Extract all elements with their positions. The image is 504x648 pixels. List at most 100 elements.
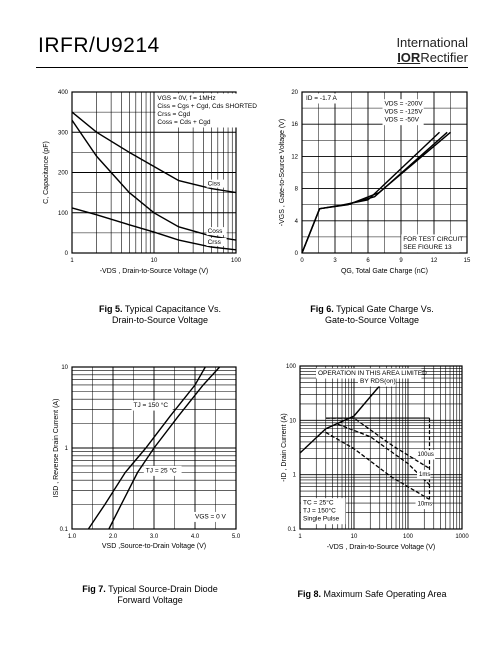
fig8-frame bbox=[299, 365, 463, 530]
fig5-series-label: Coss bbox=[208, 228, 224, 235]
fig6-xtick-label: 9 bbox=[399, 258, 403, 264]
fig6-series-label-bg bbox=[382, 99, 424, 126]
fig5-condition-bg bbox=[155, 93, 265, 128]
caption-fig5: Fig 5. Typical Capacitance Vs. Drain-to-… bbox=[60, 304, 260, 326]
fig8-condition-bg bbox=[301, 498, 346, 525]
fig8-ylabel: -ID , Drain Current (A) bbox=[281, 413, 288, 481]
fig5-condition: Crss = Cgd bbox=[157, 111, 190, 118]
fig5-series-label-bg bbox=[206, 237, 227, 246]
fig5-xtick-label: 1 bbox=[70, 258, 74, 264]
fig6-ytick-label: 0 bbox=[295, 251, 299, 257]
fig7-grid bbox=[72, 367, 236, 529]
fig5-condition: VGS = 0V, f = 1MHz bbox=[157, 95, 215, 102]
caption-fig7-text1: Typical Source-Drain Diode bbox=[108, 584, 218, 594]
caption-fig5-num: Fig 5. bbox=[99, 304, 123, 314]
caption-fig6-text1: Typical Gate Charge Vs. bbox=[336, 304, 434, 314]
fig6-series-label: VDS = -125V bbox=[385, 109, 424, 116]
fig7-ylabel: ISD , Reverse Drain Current (A) bbox=[53, 399, 60, 498]
fig6-series-label: VDS = -50V bbox=[385, 117, 420, 124]
caption-fig6-text2: Gate-to-Source Voltage bbox=[324, 315, 420, 325]
fig8-ytick-label: 100 bbox=[286, 364, 297, 370]
fig6-ytick-label: 4 bbox=[295, 219, 299, 225]
fig8-limit-label: OPERATION IN THIS AREA LIMITED bbox=[318, 370, 427, 377]
fig8-condition: TC = 25°C bbox=[303, 499, 334, 507]
fig7-series-label: TJ = 150 °C bbox=[134, 401, 169, 409]
brand-name: Rectifier bbox=[420, 50, 468, 65]
fig5-series-label-bg bbox=[206, 227, 227, 236]
brand-line2: IORRectifier bbox=[397, 50, 468, 65]
fig6-ytick-label: 12 bbox=[291, 154, 298, 160]
fig7-series-label: TJ = 25 °C bbox=[146, 466, 177, 474]
fig8-ytick-label: 10 bbox=[289, 418, 296, 424]
caption-fig8-text1: Maximum Safe Operating Area bbox=[323, 589, 447, 599]
fig5-series-line bbox=[71, 207, 237, 251]
fig5-ytick-label: 400 bbox=[58, 90, 69, 96]
caption-fig6: Fig 6. Typical Gate Charge Vs. Gate-to-S… bbox=[272, 304, 472, 326]
fig7-condition: VGS = 0 V bbox=[195, 513, 227, 520]
fig8-condition: Single Pulse bbox=[303, 516, 340, 523]
fig7-series-label-bg bbox=[131, 400, 173, 411]
fig5-condition: Coss = Cds + Cgd bbox=[157, 119, 210, 126]
fig8-xtick-label: 1 bbox=[298, 534, 302, 540]
fig7-ytick-label: 10 bbox=[61, 365, 68, 371]
fig5-ytick-label: 0 bbox=[65, 251, 69, 257]
part-number: IRFR/U9214 bbox=[38, 34, 160, 57]
fig7-series-line bbox=[108, 366, 221, 530]
fig6-xtick-label: 15 bbox=[464, 258, 471, 264]
fig8-ytick-label: 0.1 bbox=[288, 527, 297, 533]
fig6-ytick-label: 20 bbox=[291, 90, 298, 96]
fig6-series-label: VDS = -200V bbox=[385, 101, 424, 108]
fig6-note: FOR TEST CIRCUIT bbox=[403, 236, 463, 243]
caption-fig7: Fig 7. Typical Source-Drain Diode Forwar… bbox=[50, 584, 250, 606]
fig7-xtick-label: 1.0 bbox=[68, 534, 77, 540]
fig8-series-label-bg bbox=[415, 499, 432, 510]
fig7-ytick-label: 1 bbox=[65, 446, 69, 452]
fig6-note: SEE FIGURE 13 bbox=[403, 244, 452, 251]
caption-fig8: Fig 8. Maximum Safe Operating Area bbox=[272, 589, 472, 600]
fig8-xlabel: -VDS , Drain-to-Source Voltage (V) bbox=[327, 544, 436, 551]
brand-line1: International bbox=[396, 35, 468, 50]
fig8-xtick-label: 1000 bbox=[455, 534, 469, 540]
fig8-series-label: 10ms bbox=[418, 502, 433, 508]
fig6-xtick-label: 3 bbox=[333, 258, 337, 264]
fig6-id-label: ID = -1.7 A bbox=[306, 95, 338, 102]
header-rule bbox=[36, 67, 468, 68]
fig8-series-label-bg bbox=[415, 450, 436, 460]
fig8-limit-label-bg bbox=[358, 376, 396, 387]
fig8-series-line bbox=[299, 373, 390, 454]
fig6-xtick-label: 6 bbox=[366, 258, 370, 264]
fig5-xlabel: -VDS , Drain-to-Source Voltage (V) bbox=[100, 268, 209, 275]
fig5-condition: Ciss = Cgs + Cgd, Cds SHORTED bbox=[157, 103, 257, 110]
fig7-series-line bbox=[87, 366, 206, 530]
fig7-xtick-label: 5.0 bbox=[232, 534, 241, 540]
fig5-xtick-label: 100 bbox=[231, 258, 242, 264]
fig5-series-line bbox=[71, 119, 237, 241]
fig8-ytick-label: 1 bbox=[293, 473, 297, 479]
fig8-xtick-label: 100 bbox=[403, 534, 414, 540]
fig7-ytick-label: 0.1 bbox=[60, 527, 69, 533]
fig5-frame bbox=[71, 91, 237, 254]
fig8-condition: TJ = 150°C bbox=[303, 507, 336, 515]
caption-fig5-text1: Typical Capacitance Vs. bbox=[124, 304, 221, 314]
fig5-series-label-bg bbox=[206, 179, 227, 188]
fig6-note-bg bbox=[401, 234, 460, 253]
fig5-ylabel: C, Capacitance (pF) bbox=[43, 141, 50, 204]
caption-fig8-num: Fig 8. bbox=[297, 589, 321, 599]
fig8-limit-label: BY RDS(on) bbox=[360, 378, 396, 385]
fig5-xtick-label: 10 bbox=[151, 258, 158, 264]
fig7-frame bbox=[71, 366, 237, 530]
fig5-series-label: Ciss bbox=[208, 181, 221, 188]
fig8-series-line bbox=[325, 431, 430, 500]
fig7-series-label-bg bbox=[143, 465, 182, 476]
fig7-condition-bg bbox=[193, 511, 228, 522]
fig7-xlabel: VSD ,Source-to-Drain Voltage (V) bbox=[102, 543, 206, 550]
fig6-xtick-label: 12 bbox=[431, 258, 438, 264]
fig7-xtick-label: 3.0 bbox=[150, 534, 159, 540]
fig5-ytick-label: 300 bbox=[58, 130, 69, 136]
caption-fig7-num: Fig 7. bbox=[82, 584, 106, 594]
fig5-series-line bbox=[71, 111, 237, 194]
fig7-xtick-label: 4.0 bbox=[191, 534, 200, 540]
caption-fig6-num: Fig 6. bbox=[310, 304, 334, 314]
fig6-ytick-label: 8 bbox=[295, 187, 299, 193]
